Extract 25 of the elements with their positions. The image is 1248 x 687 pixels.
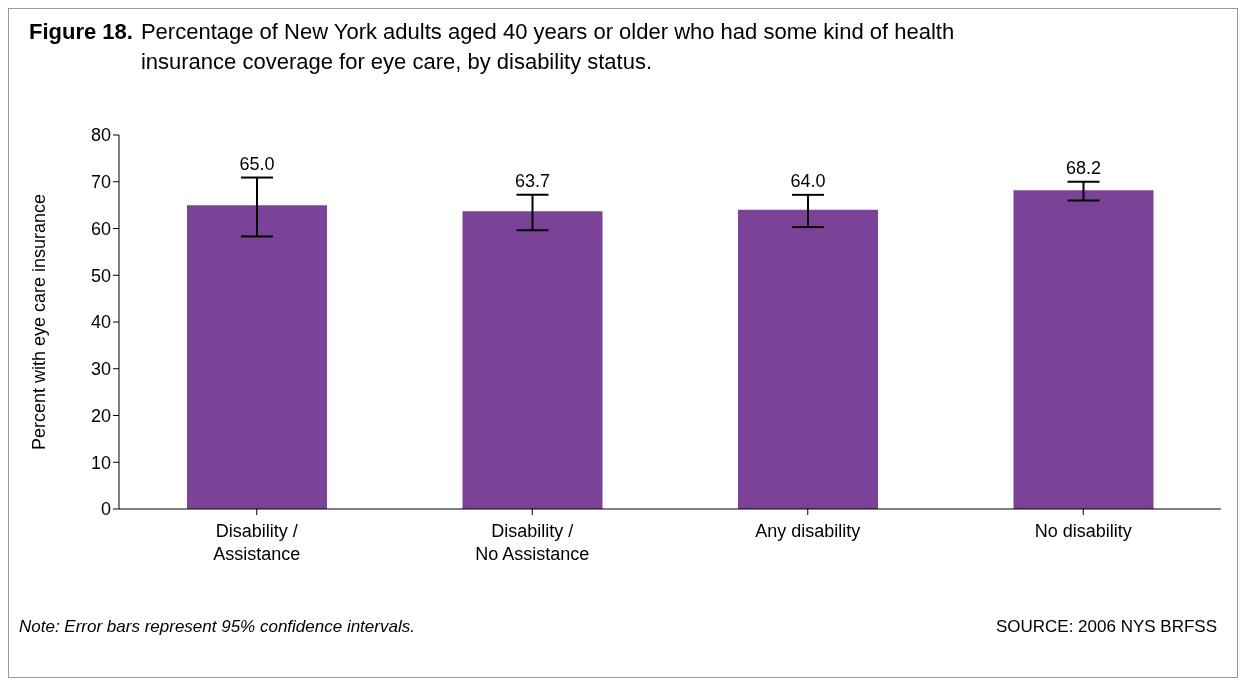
bar	[738, 209, 878, 509]
y-tick-label: 10	[90, 452, 111, 473]
x-tick-label: No disability	[1034, 521, 1132, 541]
data-label: 65.0	[239, 153, 275, 174]
data-label: 68.2	[1065, 157, 1102, 178]
x-tick-label: Disability / Assistance	[213, 521, 301, 564]
y-tick-label: 60	[90, 218, 111, 239]
chart-title: Figure 18. Percentage of New York adults aged 40 years or older who had some kind of health insurance coverage for eye care, by disability status.	[29, 18, 956, 76]
data-label: 64.0	[790, 170, 826, 191]
source-note: SOURCE: 2006 NYS BRFSS	[995, 617, 1217, 637]
text: Note: Error bars represent 95% confidence intervals.	[19, 617, 415, 637]
y-tick-label: 80	[90, 125, 111, 146]
bar	[187, 205, 327, 509]
y-tick-label: 30	[90, 359, 111, 380]
y-tick-label: 70	[90, 172, 111, 193]
y-tick-label: 0	[100, 499, 111, 520]
x-tick-label: Any disability	[755, 521, 861, 541]
y-axis-title: Percent with eye care insurance	[29, 193, 50, 451]
bar	[462, 211, 603, 509]
x-tick-label: Disability / No Assistance	[475, 521, 590, 564]
bar	[1013, 190, 1154, 509]
y-tick-label: 50	[90, 265, 111, 286]
data-label: 63.7	[514, 170, 551, 191]
y-tick-label: 20	[90, 405, 111, 426]
y-tick-label: 40	[90, 312, 111, 333]
